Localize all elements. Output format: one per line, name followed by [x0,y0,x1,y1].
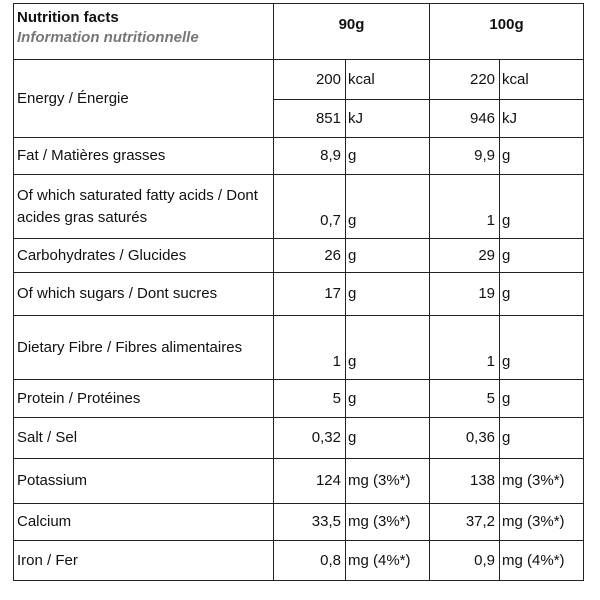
energy-kj-unit-90g: kJ [344,99,431,138]
row-value-100g: 1 [429,315,501,380]
row-label: Protein / Protéines [13,379,274,418]
table-row: Iron / Fer 0,8 mg (4%*) 0,9 mg (4%*) [13,540,585,581]
table-row: Potassium 124 mg (3%*) 138 mg (3%*) [13,458,585,504]
row-unit-100g: g [499,315,585,380]
table-row: Of which saturated fatty acids / Dont ac… [13,174,585,239]
row-unit-100g: g [499,272,585,316]
row-label: Calcium [13,503,274,541]
row-value-90g: 33,5 [273,503,346,541]
row-value-90g: 8,9 [273,137,346,175]
table-title: Nutrition facts [17,9,119,26]
table-row: Fat / Matières grasses 8,9 g 9,9 g [13,137,585,175]
row-value-100g: 5 [429,379,501,418]
row-value-100g: 9,9 [429,137,501,175]
row-unit-90g: g [344,137,431,175]
energy-kcal-row: Energy / Énergie 200 kcal 220 kcal [13,59,585,138]
row-label: Potassium [13,458,274,504]
energy-kj-90g: 851 [273,99,346,138]
row-unit-90g: g [344,315,431,380]
row-value-100g: 0,36 [429,417,501,459]
energy-kj-row: 851 kJ 946 kJ [14,99,585,138]
table-row: Carbohydrates / Glucides 26 g 29 g [13,238,585,273]
row-value-100g: 19 [429,272,501,316]
row-unit-90g: g [344,379,431,418]
row-value-100g: 1 [429,174,501,239]
row-value-90g: 124 [273,458,346,504]
row-unit-90g: g [344,272,431,316]
energy-kcal-unit-90g: kcal [344,59,431,100]
row-unit-100g: mg (3%*) [499,458,585,504]
row-label: Dietary Fibre / Fibres alimentaires [13,315,274,380]
row-label: Of which saturated fatty acids / Dont ac… [13,174,274,239]
row-unit-100g: mg (3%*) [499,503,585,541]
row-value-90g: 0,7 [273,174,346,239]
row-label: Fat / Matières grasses [13,137,274,175]
row-value-90g: 0,32 [273,417,346,459]
row-unit-100g: g [499,137,585,175]
table-row: Of which sugars / Dont sucres 17 g 19 g [13,272,585,316]
row-value-90g: 0,8 [273,540,346,581]
energy-kcal-90g: 200 [273,59,346,100]
row-unit-100g: g [499,238,585,273]
row-unit-100g: g [499,379,585,418]
row-label: Salt / Sel [13,417,274,459]
table-row: Dietary Fibre / Fibres alimentaires 1 g … [13,315,585,380]
row-label: Carbohydrates / Glucides [13,238,274,273]
energy-label: Energy / Énergie [13,59,274,138]
row-unit-90g: mg (4%*) [344,540,431,581]
row-unit-100g: g [499,417,585,459]
row-unit-90g: g [344,174,431,239]
energy-kcal-unit-100g: kcal [499,59,585,100]
energy-kj-unit-100g: kJ [499,99,585,138]
table-row: Salt / Sel 0,32 g 0,36 g [13,417,585,459]
row-unit-90g: mg (3%*) [344,503,431,541]
energy-kcal-100g: 220 [429,59,501,100]
header-row: Nutrition facts Information nutritionnel… [13,3,585,60]
header-cell: Nutrition facts Information nutritionnel… [13,3,274,60]
row-unit-90g: mg (3%*) [344,458,431,504]
row-unit-90g: g [344,238,431,273]
column-header-90g: 90g [272,3,431,60]
row-value-100g: 37,2 [429,503,501,541]
row-value-90g: 5 [273,379,346,418]
row-label: Iron / Fer [13,540,274,581]
table-row: Protein / Protéines 5 g 5 g [13,379,585,418]
row-value-90g: 26 [273,238,346,273]
row-unit-100g: g [499,174,585,239]
row-value-90g: 1 [273,315,346,380]
column-header-100g: 100g [429,3,585,60]
energy-kj-100g: 946 [429,99,501,138]
nutrition-table: Nutrition facts Information nutritionnel… [13,3,585,581]
row-value-90g: 17 [273,272,346,316]
row-value-100g: 138 [429,458,501,504]
row-label: Of which sugars / Dont sucres [13,272,274,316]
row-unit-100g: mg (4%*) [499,540,585,581]
row-value-100g: 29 [429,238,501,273]
row-unit-90g: g [344,417,431,459]
table-subtitle: Information nutritionnelle [17,29,199,46]
row-value-100g: 0,9 [429,540,501,581]
table-row: Calcium 33,5 mg (3%*) 37,2 mg (3%*) [13,503,585,541]
